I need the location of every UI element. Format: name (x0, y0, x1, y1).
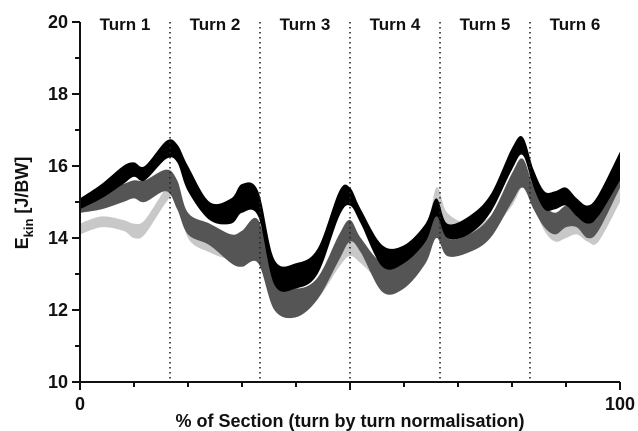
x-axis-title: % of Section (turn by turn normalisation… (175, 411, 524, 431)
turn-dividers (169, 22, 531, 382)
y-tick-label-12: 12 (48, 300, 68, 320)
turn-label-6: Turn 6 (550, 15, 601, 34)
turn-label-3: Turn 3 (280, 15, 331, 34)
turn-label-2: Turn 2 (190, 15, 241, 34)
y-axis-title-unit: [J/BW] (12, 157, 32, 219)
y-tick-label-10: 10 (48, 372, 68, 392)
turn-label-4: Turn 4 (370, 15, 421, 34)
y-tick-label-18: 18 (48, 84, 68, 104)
axes-layer: 10 12 14 16 18 20 0 100 (48, 12, 635, 414)
x-tick-label-0: 0 (75, 394, 85, 414)
y-tick-label-20: 20 (48, 12, 68, 32)
y-axis-title: Ekin [J/BW] (12, 157, 36, 250)
y-axis-title-sub: kin (21, 219, 36, 238)
turn-label-5: Turn 5 (460, 15, 511, 34)
x-tick-label-100: 100 (605, 394, 635, 414)
y-axis-title-main: E (12, 237, 32, 249)
turn-labels: Turn 1 Turn 2 Turn 3 Turn 4 Turn 5 Turn 6 (100, 15, 601, 34)
y-tick-label-16: 16 (48, 156, 68, 176)
y-tick-label-14: 14 (48, 228, 68, 248)
turn-label-1: Turn 1 (100, 15, 151, 34)
